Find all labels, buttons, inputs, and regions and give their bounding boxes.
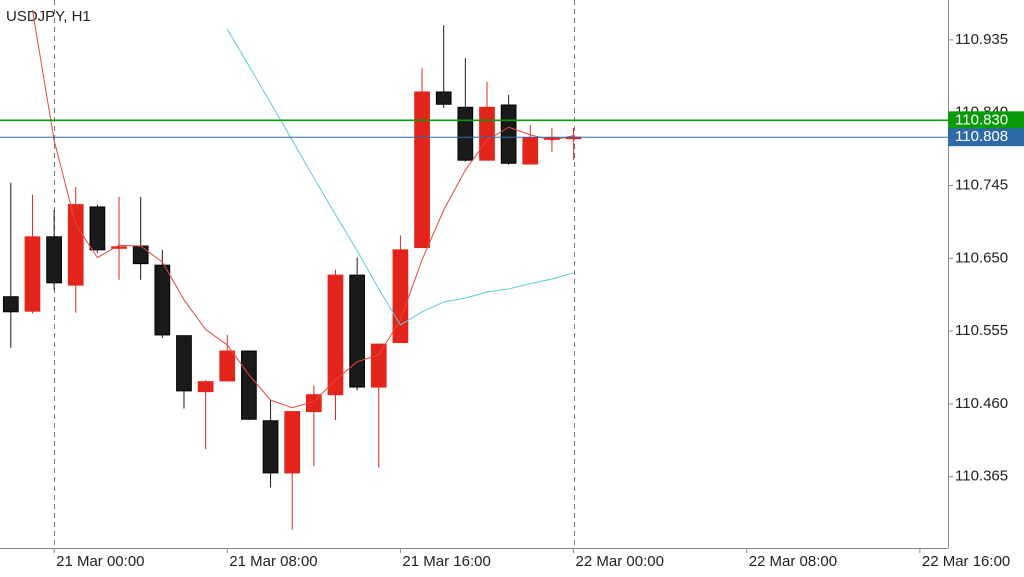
- y-tick-label: 110.745: [955, 176, 1008, 193]
- candle-body: [111, 246, 127, 249]
- candle-body: [67, 204, 84, 286]
- candle-body: [500, 104, 517, 164]
- candle-body: [414, 91, 430, 249]
- y-tick-label: 110.935: [955, 31, 1008, 48]
- candle-body: [479, 106, 495, 161]
- candle-body: [522, 137, 539, 165]
- candle-body: [132, 245, 149, 265]
- candle-body: [435, 91, 452, 105]
- x-tick-label: 21 Mar 00:00: [56, 553, 144, 570]
- y-tick-label: 110.460: [955, 395, 1008, 412]
- candle-body: [327, 274, 344, 396]
- moving-average: [226, 28, 574, 326]
- candle-body: [219, 350, 236, 382]
- candle-body: [154, 264, 171, 336]
- x-tick-label: 21 Mar 16:00: [402, 553, 490, 570]
- candle-body: [349, 274, 365, 388]
- candle-body: [24, 236, 41, 312]
- candle-body: [46, 236, 62, 284]
- candle-body: [241, 350, 257, 420]
- x-tick-label: 21 Mar 08:00: [229, 553, 317, 570]
- chart-title: USDJPY, H1: [6, 8, 91, 25]
- price-level-label: 110.830: [955, 111, 1008, 128]
- candle-body: [197, 381, 214, 393]
- candle-body: [2, 296, 19, 313]
- x-tick-label: 22 Mar 00:00: [576, 553, 664, 570]
- y-tick-label: 110.650: [955, 249, 1008, 266]
- x-tick-label: 22 Mar 08:00: [749, 553, 837, 570]
- candle-body: [89, 206, 106, 251]
- x-tick-label: 22 Mar 16:00: [922, 553, 1010, 570]
- candle-body: [370, 343, 387, 388]
- y-tick-label: 110.555: [955, 322, 1008, 339]
- price-level-label: 110.808: [955, 128, 1008, 145]
- y-tick-label: 110.365: [955, 468, 1008, 485]
- candle-body: [305, 394, 322, 413]
- candle-body: [262, 420, 279, 474]
- price-level-box: [948, 111, 1024, 130]
- candle-body: [176, 335, 192, 392]
- moving-average: [31, 9, 574, 409]
- candle-body: [284, 411, 301, 474]
- candle-body: [457, 106, 474, 161]
- price-level-box: [948, 128, 1024, 147]
